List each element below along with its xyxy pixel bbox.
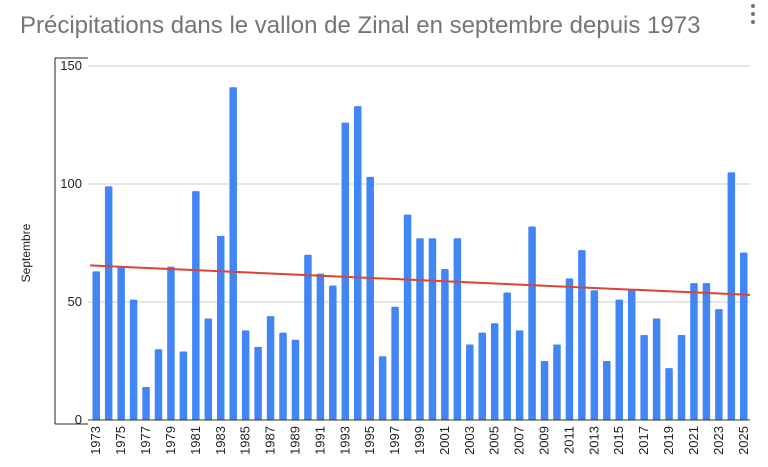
bar <box>478 332 487 420</box>
kebab-dot <box>751 4 755 8</box>
bar <box>117 266 125 420</box>
bar <box>652 318 661 420</box>
x-tick-label: 1981 <box>188 426 203 455</box>
bar <box>490 323 499 420</box>
bar <box>353 106 362 421</box>
bar <box>154 349 163 420</box>
bar <box>466 344 474 420</box>
bar <box>702 283 711 420</box>
x-tick-label: 1987 <box>263 426 278 455</box>
bar <box>378 356 387 420</box>
x-tick-label: 2025 <box>736 426 751 455</box>
bar <box>104 186 113 420</box>
bar <box>677 335 686 420</box>
bar <box>179 351 188 420</box>
kebab-dot <box>751 12 755 16</box>
bar <box>690 283 698 420</box>
bar <box>715 309 723 420</box>
y-tick-label: 50 <box>68 294 82 309</box>
bar <box>329 285 337 420</box>
bar <box>627 290 636 420</box>
bar <box>727 172 736 420</box>
y-axis-title: Septembre <box>19 223 33 282</box>
y-tick-label: 100 <box>60 176 82 191</box>
bar <box>528 226 536 420</box>
bar <box>603 361 611 420</box>
bar <box>366 176 374 420</box>
bar <box>665 368 673 420</box>
x-tick-label: 2017 <box>636 426 651 455</box>
x-tick-label: 2007 <box>512 426 527 455</box>
x-tick-label: 2021 <box>686 426 701 455</box>
x-tick-label: 1997 <box>387 426 402 455</box>
bar <box>578 250 586 420</box>
bar <box>565 278 574 420</box>
bar <box>416 238 424 420</box>
x-tick-label: 2023 <box>711 426 726 455</box>
trendline <box>89 264 751 296</box>
x-tick-label: 2015 <box>611 426 626 455</box>
bar <box>341 122 350 420</box>
x-tick-label: 2003 <box>462 426 477 455</box>
bars <box>92 87 748 421</box>
y-tick-label: 0 <box>75 412 82 427</box>
bar <box>204 318 213 420</box>
bar <box>142 386 150 420</box>
bar <box>229 87 237 421</box>
tick-labels: 0 50 100 150 1973 1975 1977 1979 1981 1983 1985 198… <box>19 58 751 455</box>
x-tick-label: 2009 <box>537 426 552 455</box>
bar <box>241 330 250 420</box>
bar <box>553 344 561 420</box>
x-tick-label: 2013 <box>586 426 601 455</box>
x-tick-label: 1977 <box>138 426 153 455</box>
bar <box>515 330 524 420</box>
x-tick-label: 1991 <box>312 426 327 455</box>
x-tick-label: 2005 <box>487 426 502 455</box>
x-tick-label: 1983 <box>213 426 228 455</box>
x-tick-label: 1995 <box>362 426 377 455</box>
x-tick-label: 1999 <box>412 426 427 455</box>
bar <box>167 266 175 420</box>
bar <box>640 335 648 420</box>
bar <box>304 254 312 420</box>
bar <box>740 252 748 420</box>
bar <box>291 339 300 420</box>
bar <box>403 214 412 420</box>
bar <box>279 332 287 420</box>
y-tick-label: 150 <box>60 58 82 73</box>
x-tick-label: 1985 <box>238 426 253 455</box>
bar <box>217 235 225 420</box>
x-tick-label: 1989 <box>287 426 302 455</box>
x-tick-label: 1973 <box>88 426 103 455</box>
more-options-icon[interactable] <box>746 2 760 26</box>
x-tick-label: 2011 <box>561 426 576 454</box>
bar <box>192 191 200 420</box>
bar <box>453 238 462 420</box>
x-tick-label: 1975 <box>113 426 128 455</box>
trendline-group <box>89 264 751 296</box>
bar <box>441 268 449 420</box>
bar <box>428 238 437 420</box>
x-tick-label: 2001 <box>437 426 452 455</box>
axes <box>54 57 750 425</box>
kebab-dot <box>751 20 755 24</box>
x-tick-label: 1979 <box>163 426 178 455</box>
bar <box>254 346 262 420</box>
bar <box>391 306 399 420</box>
chart-title: Précipitations dans le vallon de Zinal e… <box>20 12 701 39</box>
x-tick-label: 1993 <box>337 426 352 455</box>
bar <box>590 290 599 420</box>
bar <box>316 273 325 420</box>
x-tick-label: 2019 <box>661 426 676 455</box>
bar <box>503 292 511 420</box>
bar <box>266 316 275 420</box>
bar <box>615 299 623 420</box>
bar <box>92 271 100 420</box>
bar <box>129 299 138 420</box>
bar <box>540 361 549 420</box>
